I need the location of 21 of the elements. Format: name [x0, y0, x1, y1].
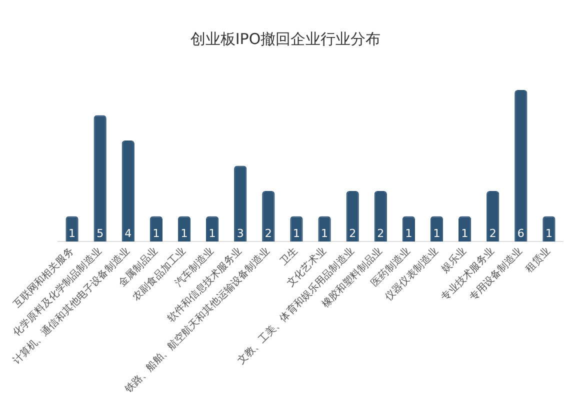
data-label: 5 — [96, 226, 104, 240]
data-label: 1 — [405, 226, 412, 240]
chart-title: 创业板IPO撤回企业行业分布 — [189, 30, 382, 49]
data-label: 1 — [545, 226, 552, 240]
data-label: 1 — [461, 226, 468, 240]
data-label: 4 — [124, 226, 132, 240]
data-label: 6 — [517, 226, 524, 240]
data-label: 1 — [68, 226, 76, 240]
data-label: 3 — [236, 226, 244, 240]
x-tick-label: 卫生 — [278, 245, 300, 268]
data-label: 1 — [152, 226, 160, 240]
data-label: 2 — [489, 226, 496, 240]
x-tick-label: 租赁业 — [523, 245, 553, 275]
data-label: 1 — [292, 226, 300, 240]
data-label: 2 — [264, 226, 272, 240]
data-label: 2 — [349, 226, 356, 240]
data-label: 1 — [208, 226, 216, 240]
data-label: 1 — [321, 226, 328, 240]
data-label: 1 — [433, 226, 440, 240]
data-label: 2 — [377, 226, 384, 240]
data-label: 1 — [180, 226, 188, 240]
